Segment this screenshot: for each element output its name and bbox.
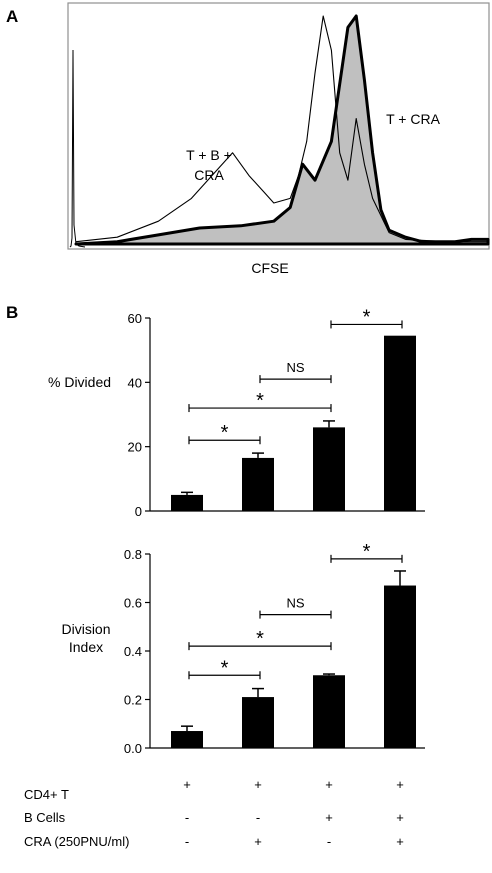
significance-star: * <box>256 628 264 650</box>
y-tick-label: 0.8 <box>124 547 142 562</box>
condition-table: CD4+ T + + + + B Cells - - + + CRA (250PNU/ml) - + - + <box>24 777 404 849</box>
curve-t-b-cra <box>75 15 488 243</box>
panel-b-letter: B <box>6 303 18 322</box>
chart2-ylabel-line1: Division <box>61 621 110 637</box>
condition-mark: + <box>254 834 262 849</box>
condition-label: CD4+ T <box>24 787 69 802</box>
condition-mark: + <box>396 834 404 849</box>
significance-star: * <box>221 422 229 444</box>
bar <box>384 335 416 511</box>
bar <box>242 457 274 511</box>
curve-label-tbcra-line1: T + B + <box>186 147 232 163</box>
bar <box>313 675 345 748</box>
chart1-ylabel: % Divided <box>48 374 111 390</box>
condition-label: CRA (250PNU/ml) <box>24 834 129 849</box>
y-tick-label: 20 <box>128 440 142 455</box>
panel-a-letter: A <box>6 7 18 26</box>
chart-division-index: 0.0 0.2 0.4 0.6 0.8 * * NS * <box>124 541 425 756</box>
condition-mark: - <box>185 810 189 825</box>
condition-mark: - <box>185 834 189 849</box>
condition-mark: - <box>256 810 260 825</box>
curve-label-tcra: T + CRA <box>386 111 440 127</box>
condition-mark: + <box>183 777 191 792</box>
condition-label: B Cells <box>24 810 66 825</box>
y-tick-label: 60 <box>128 311 142 326</box>
y-tick-label: 0.6 <box>124 596 142 611</box>
bar <box>171 731 203 748</box>
condition-mark: + <box>325 810 333 825</box>
y-tick-label: 0.0 <box>124 741 142 756</box>
curve-t-cra <box>74 14 490 246</box>
condition-mark: + <box>396 810 404 825</box>
bar <box>242 697 274 748</box>
y-tick-label: 40 <box>128 375 142 390</box>
histogram-spike <box>69 49 86 248</box>
significance-star: * <box>256 390 264 412</box>
condition-mark: + <box>325 777 333 792</box>
chart2-ylabel-line2: Index <box>69 639 103 655</box>
panel-a-histogram: T + B + CRA T + CRA <box>67 2 490 250</box>
significance-star: * <box>221 657 229 679</box>
condition-mark: - <box>327 834 331 849</box>
bar <box>313 427 345 511</box>
significance-star: * <box>363 541 371 563</box>
curve-label-tbcra-line2: CRA <box>194 167 224 183</box>
condition-mark: + <box>254 777 262 792</box>
significance-ns: NS <box>286 360 304 375</box>
bar <box>171 494 203 511</box>
panel-a-xlabel: CFSE <box>251 260 288 276</box>
histogram-frame <box>67 2 490 250</box>
chart-percent-divided: 0 20 40 60 * * NS * <box>128 306 425 519</box>
bar <box>384 585 416 748</box>
y-tick-label: 0 <box>135 504 142 519</box>
y-tick-label: 0.2 <box>124 693 142 708</box>
significance-ns: NS <box>286 596 304 611</box>
y-tick-label: 0.4 <box>124 644 142 659</box>
significance-star: * <box>363 306 371 328</box>
condition-mark: + <box>396 777 404 792</box>
